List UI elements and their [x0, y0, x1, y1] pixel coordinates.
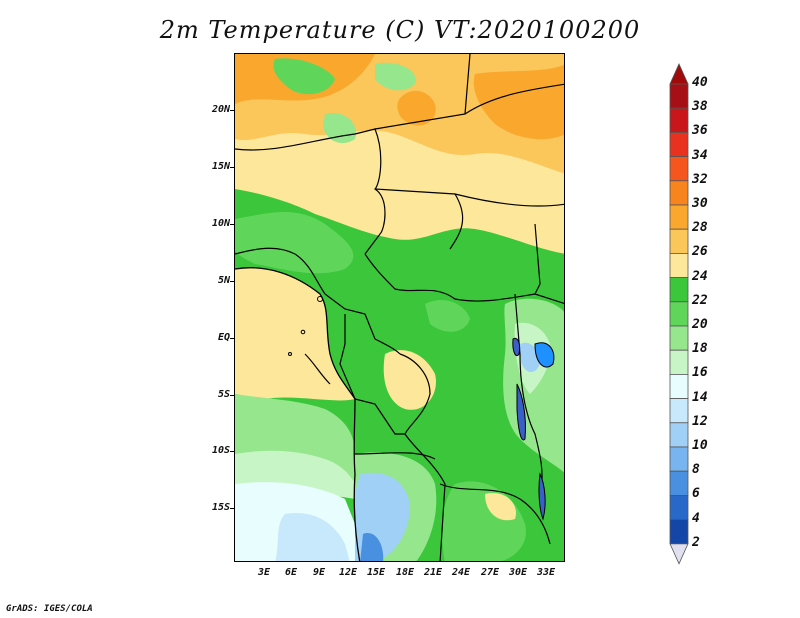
- lat-label-15n: 15N: [211, 161, 230, 172]
- ocean-gulf-of-guinea: [235, 267, 355, 401]
- colorbar-swatch: [669, 349, 689, 375]
- colorbar-swatch: [669, 519, 689, 545]
- temperature-map: [234, 53, 565, 562]
- colorbar-swatch: [669, 180, 689, 206]
- congo-green-pocket: [425, 299, 470, 332]
- colorbar-swatch: [669, 373, 689, 399]
- colorbar-swatch: [669, 156, 689, 182]
- colorbar-tick-label: 32: [692, 171, 708, 187]
- green-west-africa: [235, 212, 354, 274]
- island-sao-tome: [300, 329, 306, 335]
- colorbar-tick-label: 16: [692, 365, 708, 381]
- colorbar-tick-label: 14: [692, 389, 708, 405]
- lat-tick-15n: [230, 167, 234, 168]
- congo-warm-pocket: [383, 350, 436, 410]
- lat-label-20n: 20N: [211, 104, 230, 115]
- lon-label-24e: 24E: [451, 567, 471, 578]
- colorbar-swatch: [669, 470, 689, 496]
- colorbar-swatch: [669, 446, 689, 472]
- lat-label-eq: EQ: [217, 332, 230, 343]
- green-patch-north-2: [375, 62, 416, 91]
- colorbar-tick-label: 18: [692, 341, 708, 357]
- temperature-field: [235, 54, 564, 561]
- colorbar-swatch: [669, 277, 689, 303]
- colorbar-swatch: [669, 422, 689, 448]
- colorbar-tick-label: 34: [692, 147, 708, 163]
- colorbar-swatch: [669, 494, 689, 520]
- lon-label-18e: 18E: [395, 567, 415, 578]
- lat-label-10n: 10N: [211, 218, 230, 229]
- lat-tick-20n: [230, 110, 234, 111]
- temp-band-30-32-center: [397, 90, 436, 126]
- lat-tick-15s: [230, 508, 234, 509]
- colorbar-swatch: [669, 228, 689, 254]
- colorbar-swatch: [669, 204, 689, 230]
- lon-label-30e: 30E: [508, 567, 528, 578]
- colorbar-swatch: [669, 252, 689, 278]
- island-annobon: [288, 352, 292, 356]
- colorbar-under-arrow: [669, 543, 689, 565]
- lat-label-15s: 15S: [211, 502, 230, 513]
- lake-tanganyika: [516, 383, 526, 441]
- country-borders: [235, 54, 564, 561]
- lat-label-10s: 10S: [211, 445, 230, 456]
- colorbar-swatch: [669, 107, 689, 133]
- colorbar-tick-label: 12: [692, 413, 708, 429]
- zambia-warm-pocket: [485, 493, 516, 521]
- angola-band-8-10: [360, 533, 384, 561]
- lake-malawi: [538, 472, 546, 521]
- lon-label-27e: 27E: [480, 567, 500, 578]
- colorbar: [669, 63, 689, 565]
- colorbar-tick-label: 40: [692, 75, 708, 90]
- colorbar-over-arrow: [669, 63, 689, 85]
- colorbar-tick-label: 38: [692, 99, 708, 115]
- lat-tick-10s: [230, 451, 234, 452]
- colorbar-tick-label: 24: [692, 268, 708, 284]
- colorbar-tick-label: 20: [692, 317, 708, 332]
- lon-label-9e: 9E: [312, 567, 326, 578]
- colorbar-tick-label: 22: [692, 292, 708, 308]
- colorbar-tick-label: 6: [692, 486, 700, 502]
- lat-tick-10n: [230, 224, 234, 225]
- colorbar-swatch: [669, 325, 689, 351]
- lake-kivu: [512, 337, 521, 357]
- colorbar-tick-label: 10: [692, 438, 708, 453]
- lon-label-12e: 12E: [338, 567, 358, 578]
- colorbar-tick-label: 28: [692, 220, 708, 236]
- lake-victoria: [534, 342, 555, 368]
- lon-label-33e: 33E: [536, 567, 556, 578]
- colorbar-tick-label: 30: [692, 196, 708, 211]
- colorbar-swatch: [669, 83, 689, 109]
- lon-label-6e: 6E: [284, 567, 298, 578]
- colorbar-tick-label: 36: [692, 123, 708, 139]
- lat-tick-5n: [230, 281, 234, 282]
- island-bioko: [317, 296, 323, 302]
- colorbar-tick-label: 4: [692, 510, 700, 526]
- lon-label-3e: 3E: [257, 567, 271, 578]
- temp-band-30-32-east: [473, 64, 564, 140]
- credit-text: GrADS: IGES/COLA: [6, 604, 93, 614]
- coastline: [235, 267, 361, 561]
- colorbar-swatch: [669, 301, 689, 327]
- lon-label-21e: 21E: [423, 567, 443, 578]
- colorbar-tick-label: 8: [692, 462, 700, 478]
- lat-label-5n: 5N: [217, 275, 230, 286]
- colorbar-tick-label: 26: [692, 244, 708, 260]
- lat-label-5s: 5S: [217, 389, 230, 400]
- green-patch-north-1: [273, 58, 335, 95]
- ocean-band-14-16: [275, 513, 350, 561]
- colorbar-swatch: [669, 132, 689, 158]
- colorbar-tick-label: 2: [692, 534, 700, 550]
- map-title: 2m Temperature (C) VT:2020100200: [159, 16, 641, 44]
- lat-tick-5s: [230, 395, 234, 396]
- lat-tick-eq: [230, 338, 234, 339]
- colorbar-swatch: [669, 398, 689, 424]
- lon-label-15e: 15E: [366, 567, 386, 578]
